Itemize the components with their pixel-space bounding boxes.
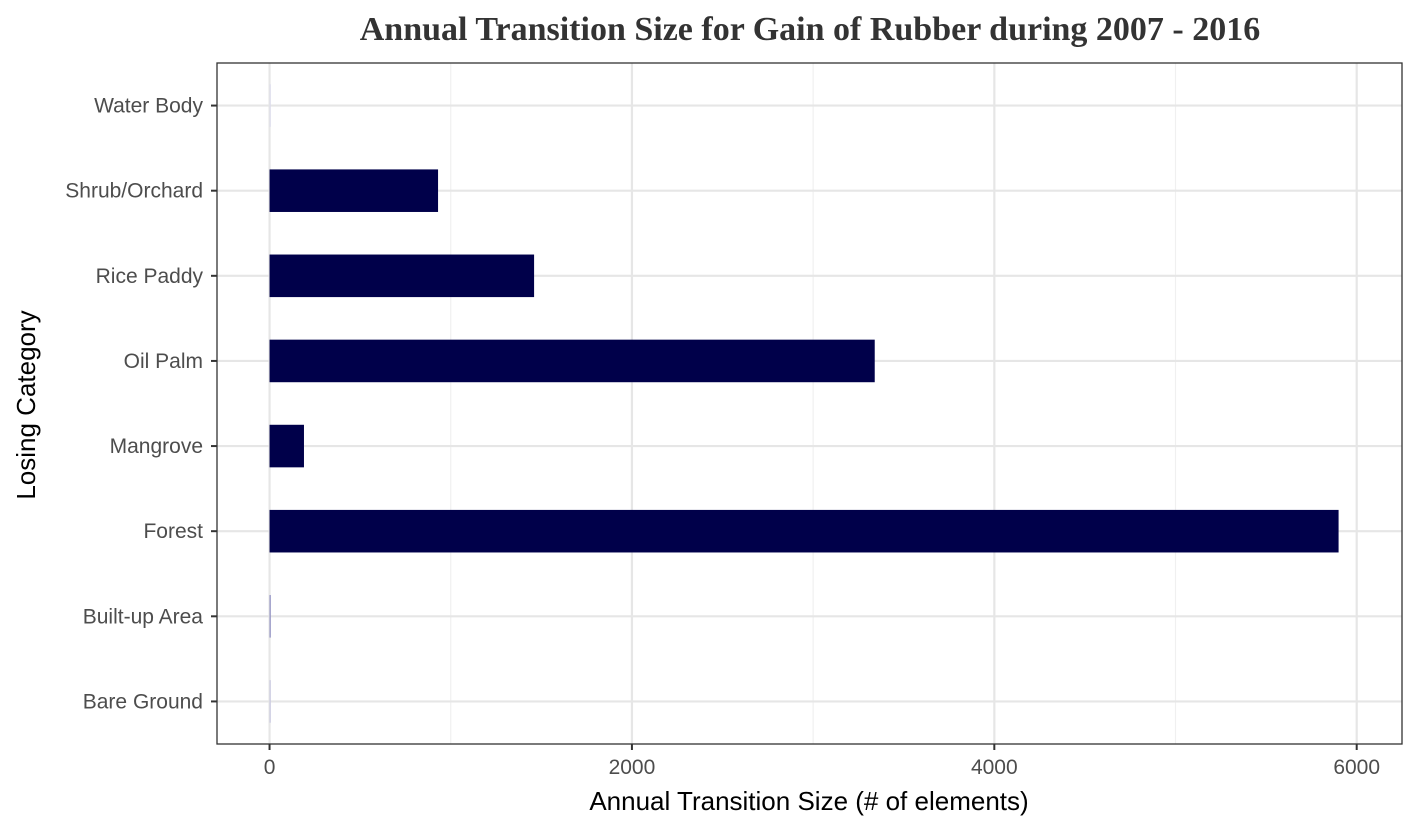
y-tick-label: Mangrove xyxy=(110,435,203,458)
x-tick-label: 6000 xyxy=(1333,756,1380,779)
bars-layer xyxy=(269,84,1339,723)
bar xyxy=(269,680,271,723)
bar xyxy=(269,84,271,127)
grid-layer xyxy=(217,63,1402,744)
x-tick-label: 4000 xyxy=(971,756,1018,779)
chart-title: Annual Transition Size for Gain of Rubbe… xyxy=(360,11,1261,48)
y-tick-label: Built-up Area xyxy=(83,605,204,628)
y-tick-label: Bare Ground xyxy=(83,690,203,713)
y-axis-title: Losing Category xyxy=(11,310,41,499)
bar xyxy=(269,254,535,298)
x-tick-label: 2000 xyxy=(609,756,656,779)
y-tick-label: Rice Paddy xyxy=(96,265,204,288)
bar xyxy=(269,169,439,212)
x-axis-title: Annual Transition Size (# of elements) xyxy=(589,786,1028,816)
bar xyxy=(269,339,875,383)
bar xyxy=(269,595,271,638)
x-tick-label: 0 xyxy=(264,756,276,779)
bar xyxy=(269,424,304,468)
axis-layer: 0 2000 4000 6000 Bare Ground Built-up Area For… xyxy=(65,95,1380,779)
y-tick-label: Forest xyxy=(143,520,203,543)
y-tick-label: Shrub/Orchard xyxy=(65,180,203,203)
y-tick-label: Oil Palm xyxy=(124,350,203,373)
plot-panel-border xyxy=(216,62,1403,745)
bar xyxy=(269,509,1339,553)
y-tick-label: Water Body xyxy=(94,95,203,118)
